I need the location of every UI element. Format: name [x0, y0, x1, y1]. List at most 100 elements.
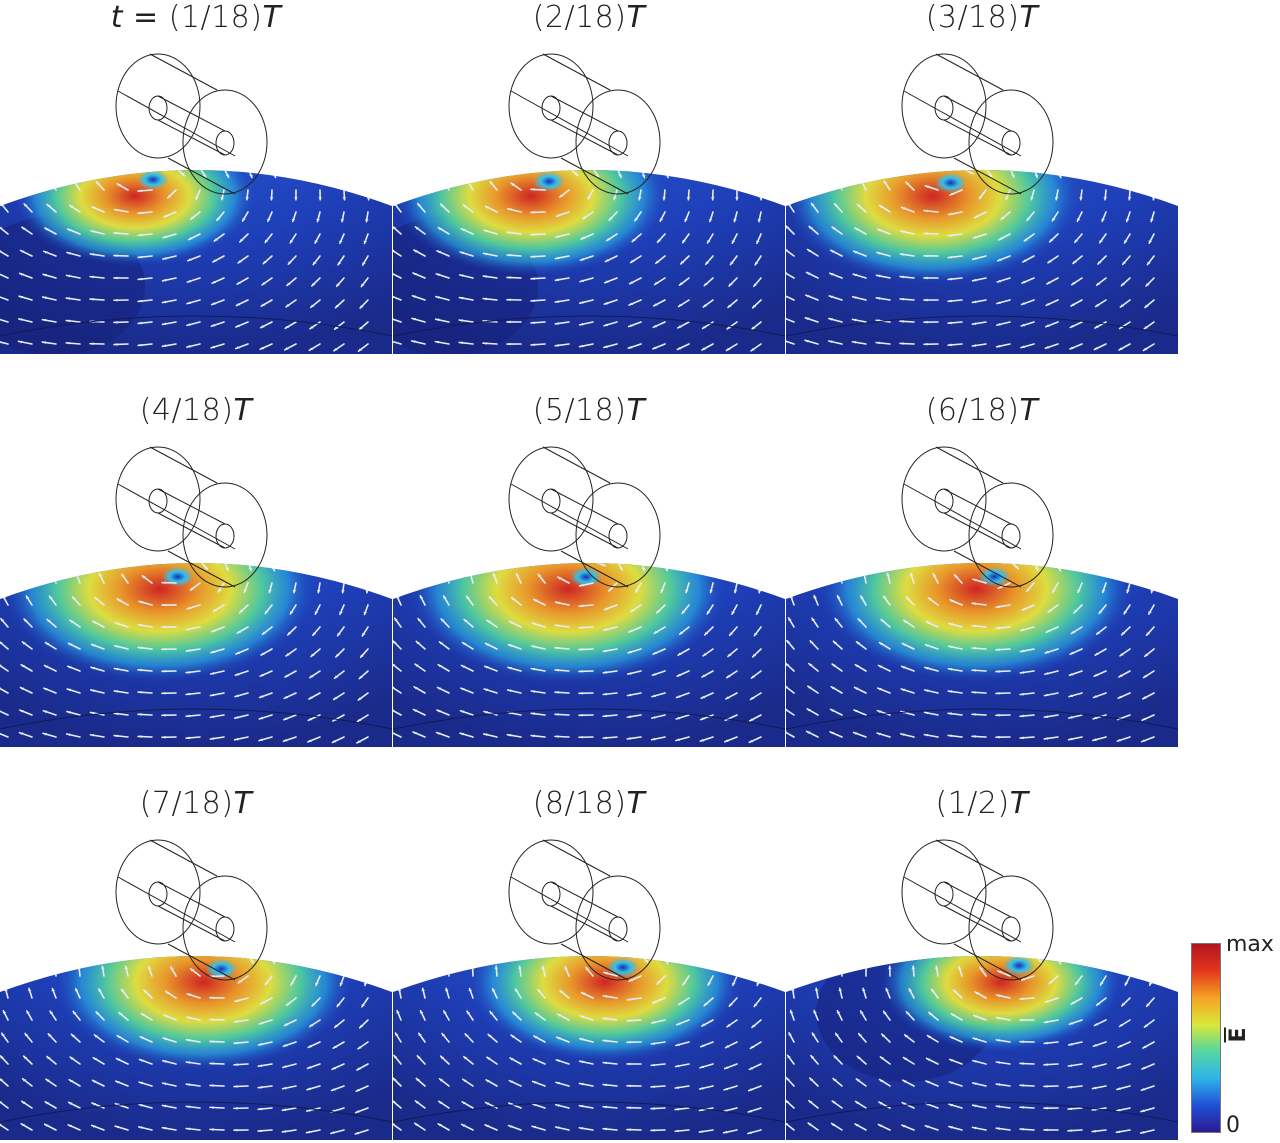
field-arrowhead — [555, 691, 559, 694]
field-arrowhead — [890, 551, 894, 554]
field-arrow — [1130, 932, 1134, 941]
field-arrow — [425, 551, 426, 561]
field-arrowhead — [167, 195, 172, 198]
field-arrowhead — [653, 651, 658, 655]
field-arrowhead — [1144, 304, 1149, 308]
field-arrowhead — [627, 693, 632, 697]
field-arrowhead — [651, 1020, 656, 1024]
field-arrowhead — [1020, 997, 1024, 1001]
field-arrow — [665, 146, 672, 155]
field-arrowhead — [819, 137, 823, 140]
field-arrowhead — [419, 595, 424, 599]
field-arrowhead — [462, 1079, 467, 1082]
field-arrowhead — [210, 715, 215, 719]
field-arrowhead — [507, 667, 512, 670]
field-arrowhead — [115, 1125, 120, 1129]
field-arrowhead — [334, 326, 339, 330]
probe-axis — [117, 876, 236, 943]
field-arrow — [393, 271, 402, 279]
field-arrow — [1010, 539, 1023, 542]
field-arrowhead — [786, 1122, 789, 1126]
field-arrowhead — [924, 298, 928, 302]
field-arrowhead — [507, 276, 511, 279]
field-arrowhead — [715, 938, 719, 941]
field-arrowhead — [307, 1087, 312, 1091]
field-arrowhead — [972, 691, 976, 694]
field-arrow — [1081, 563, 1085, 572]
field-arrowhead — [931, 989, 935, 993]
field-arrowhead — [355, 1110, 360, 1113]
field-arrowhead — [1073, 610, 1078, 613]
field-arrowhead — [1070, 651, 1075, 655]
field-arrowhead — [603, 1017, 608, 1021]
field-arrowhead — [627, 1106, 631, 1110]
field-arrowhead — [162, 1060, 167, 1063]
field-arrowhead — [948, 321, 952, 325]
field-arrow — [0, 248, 9, 257]
field-arrowhead — [891, 945, 895, 948]
field-arrowhead — [90, 230, 95, 233]
field-arrowhead — [412, 295, 417, 299]
probe-outer-ring-back — [901, 446, 987, 552]
field-arrow — [80, 530, 86, 539]
field-arrowhead — [532, 1125, 537, 1129]
field-arrowhead — [187, 279, 192, 283]
field-arrowhead — [104, 551, 108, 554]
field-arrowhead — [729, 1003, 733, 1007]
field-arrowhead — [689, 174, 694, 178]
field-arrowhead — [138, 1126, 143, 1129]
probe-inner-edge — [550, 119, 619, 156]
field-arrowhead — [701, 1023, 706, 1026]
field-arrowhead — [555, 1104, 560, 1107]
field-arrowhead — [509, 621, 514, 624]
field-arrowhead — [461, 1124, 466, 1127]
field-arrow — [1034, 539, 1044, 546]
field-arrow — [104, 138, 112, 146]
field-arrowhead — [210, 693, 215, 697]
field-arrowhead — [4, 573, 9, 576]
field-arrow — [0, 731, 9, 738]
probe-outer-ring-back — [115, 839, 201, 945]
field-arrowhead — [805, 340, 809, 343]
field-arrowhead — [1037, 959, 1042, 963]
field-arrowhead — [1142, 717, 1147, 721]
field-arrowhead — [451, 530, 455, 533]
probe-outer-ring-front — [182, 89, 268, 195]
panel-title-1: t = (1/18)T — [110, 0, 282, 35]
field-arrowhead — [187, 301, 191, 304]
field-arrow — [497, 530, 504, 539]
field-arrowhead — [998, 585, 1003, 589]
field-arrowhead — [792, 966, 797, 969]
colorbar — [1191, 943, 1221, 1133]
field-arrowhead — [555, 322, 560, 325]
field-arrowhead — [928, 1012, 933, 1016]
field-arrowhead — [906, 1011, 910, 1015]
field-arrow — [712, 170, 717, 179]
field-arrowhead — [757, 590, 762, 593]
field-arrowhead — [996, 670, 1000, 673]
field-arrowhead — [748, 1109, 753, 1113]
field-arrowhead — [1140, 1131, 1145, 1134]
field-arrowhead — [811, 203, 815, 207]
field-arrowhead — [339, 240, 343, 244]
probe-inner-edge — [550, 95, 619, 132]
field-arrowhead — [497, 551, 501, 554]
field-arrowhead — [541, 966, 546, 969]
field-arrowhead — [652, 346, 657, 349]
field-arrowhead — [972, 322, 977, 325]
field-arrow — [842, 530, 847, 539]
field-arrowhead — [509, 1080, 514, 1084]
field-arrowhead — [1020, 1018, 1024, 1022]
field-arrowhead — [786, 1077, 790, 1081]
field-arrowhead — [0, 664, 2, 667]
field-arrowhead — [340, 219, 345, 222]
field-arrowhead — [51, 573, 56, 577]
field-arrow — [818, 944, 821, 954]
field-arrowhead — [276, 152, 279, 155]
field-arrowhead — [0, 1123, 2, 1127]
field-arrowhead — [476, 137, 479, 140]
field-null-region — [1003, 956, 1035, 976]
field-arrowhead — [396, 180, 401, 184]
field-arrowhead — [979, 195, 983, 199]
field-arrow — [497, 923, 503, 932]
